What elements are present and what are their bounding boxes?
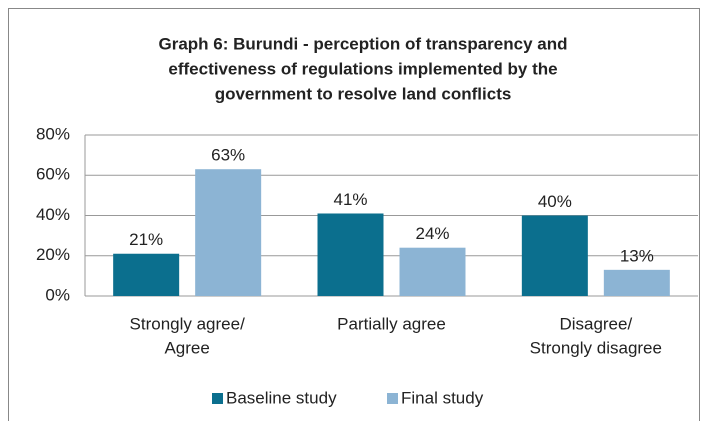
data-label: 24% <box>415 224 449 243</box>
bar <box>317 213 384 296</box>
y-tick-label: 80% <box>36 124 70 143</box>
data-label: 63% <box>211 146 245 165</box>
chart-title: government to resolve land conflicts <box>215 84 512 103</box>
bar <box>399 247 466 296</box>
bar <box>113 253 180 296</box>
x-tick-label: Partially agree <box>337 314 446 333</box>
y-tick-label: 20% <box>36 245 70 264</box>
x-tick-label: Agree <box>164 338 209 357</box>
y-tick-label: 40% <box>36 205 70 224</box>
data-label: 41% <box>333 190 367 209</box>
x-tick-label: Strongly disagree <box>530 338 662 357</box>
data-label: 21% <box>129 230 163 249</box>
chart-title: Graph 6: Burundi - perception of transpa… <box>159 34 568 53</box>
legend-label: Baseline study <box>226 388 337 407</box>
chart-border <box>8 8 700 421</box>
legend-swatch <box>212 393 223 404</box>
y-tick-label: 60% <box>36 165 70 184</box>
bar <box>603 269 670 296</box>
legend-label: Final study <box>401 388 484 407</box>
bar <box>521 215 588 296</box>
x-tick-label: Strongly agree/ <box>130 314 246 333</box>
y-tick-label: 0% <box>45 285 70 304</box>
x-tick-label: Disagree/ <box>559 314 632 333</box>
chart-title: effectiveness of regulations implemented… <box>168 59 557 78</box>
data-label: 13% <box>620 246 654 265</box>
bar <box>195 169 262 296</box>
data-label: 40% <box>538 192 572 211</box>
legend-swatch <box>387 393 398 404</box>
